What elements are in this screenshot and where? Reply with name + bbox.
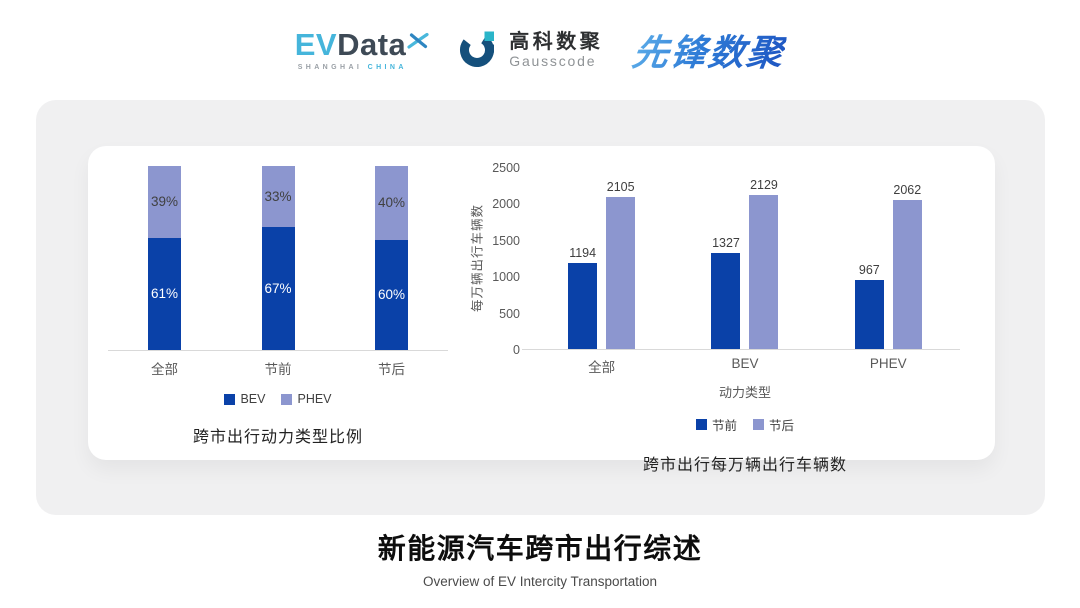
bar-with-label: 1327 <box>711 236 741 350</box>
bar-with-label: 1194 <box>568 246 598 350</box>
stacked-chart-plot: 39% 61% 33% 67% 40% 60% <box>108 166 448 351</box>
legend-label: 节后 <box>769 419 795 433</box>
grouped-chart-title: 跨市出行每万辆出行车辆数 <box>642 457 847 474</box>
gausscode-g-icon <box>459 28 499 73</box>
report-title: 新能源汽车跨市出行综述 <box>377 533 703 564</box>
pioneer-logo: 先锋数聚 <box>630 24 789 76</box>
bar-value-label: 967 <box>858 262 880 277</box>
bar-group-全部: 1194 2105 <box>568 179 636 350</box>
stacked-bar-节前: 33% 67% <box>261 166 295 350</box>
grouped-chart-yaxis-ticks: 0 500 1000 1500 2000 2500 <box>484 158 530 357</box>
bar-column-节前: 33% 67% <box>222 166 335 350</box>
gausscode-cn-text: 高科数聚 <box>509 31 604 53</box>
report-footer: 新能源汽车跨市出行综述 Overview of EV Intercity Tra… <box>0 527 1080 589</box>
legend-item-BEV: BEV <box>224 392 265 406</box>
y-tick-label: 1500 <box>492 233 520 248</box>
grouped-chart-xaxis-title: 动力类型 <box>718 385 771 400</box>
dashboard-panel: 39% 61% 33% 67% 40% 60% 全部 节前 节后 BEV PHEV 跨市出行动力… <box>36 100 1045 515</box>
segment-value-label: 61% <box>150 286 179 302</box>
bar-节后-PHEV <box>892 199 922 350</box>
evdata-wordmark: EV Data <box>295 29 430 60</box>
bar-节后-全部 <box>606 196 636 350</box>
legend-item-PHEV: PHEV <box>281 392 332 406</box>
legend-item-节前: 节前 <box>695 415 737 434</box>
x-category-label: 节前 <box>264 362 292 377</box>
bar-节前-BEV <box>711 253 741 350</box>
evdata-tagline-shanghai: SHANGHAI <box>297 64 363 71</box>
legend-label: PHEV <box>297 392 332 406</box>
segment-value-label: 60% <box>377 287 406 303</box>
bar-with-label: 2062 <box>892 182 922 350</box>
legend-swatch-icon <box>753 419 764 430</box>
x-category-label: PHEV <box>869 356 907 371</box>
bar-column-全部: 39% 61% <box>108 166 221 350</box>
logo-bar: EV Data SHANGHAI CHINA 高科数聚 Gausscode <box>0 0 1080 100</box>
bar-value-label: 2105 <box>606 179 635 194</box>
grouped-chart-yaxis-title-area: 每万辆出行车辆数 <box>468 158 485 350</box>
legend-swatch-icon <box>695 419 707 430</box>
bar-with-label: 2105 <box>606 179 636 350</box>
gausscode-wordmark: 高科数聚 Gausscode <box>509 31 603 69</box>
x-category-label: 全部 <box>588 360 616 375</box>
gausscode-en-text: Gausscode <box>509 53 597 69</box>
bar-节前-全部 <box>568 263 598 350</box>
grouped-chart: 每万辆出行车辆数 0 500 1000 1500 2000 2500 1194 2105 13… <box>468 158 980 475</box>
evdata-ev-text: EV <box>294 27 338 62</box>
evdata-data-text: Data <box>337 27 407 62</box>
bar-value-label: 2062 <box>893 182 922 197</box>
bar-with-label: 967 <box>854 262 884 350</box>
evdata-logo: EV Data SHANGHAI CHINA <box>295 29 430 71</box>
bar-segment-bev: 60% <box>375 239 408 350</box>
evdata-x-icon <box>407 23 429 54</box>
bar-with-label: 2129 <box>749 178 779 350</box>
x-category-label: 节后 <box>378 362 405 377</box>
bar-group-PHEV: 967 2062 <box>854 182 922 350</box>
y-tick-label: 2500 <box>492 161 520 175</box>
x-category-label: BEV <box>731 356 759 371</box>
y-tick-label: 2000 <box>492 197 520 212</box>
gausscode-logo: 高科数聚 Gausscode <box>459 28 603 73</box>
legend-item-节后: 节后 <box>753 415 794 434</box>
grouped-chart-yaxis-title: 每万辆出行车辆数 <box>470 203 485 312</box>
segment-value-label: 67% <box>264 280 292 296</box>
segment-value-label: 39% <box>150 194 179 210</box>
x-category-label: 全部 <box>151 362 178 377</box>
bar-value-label: 2129 <box>750 178 778 193</box>
bar-value-label: 1327 <box>712 236 740 251</box>
bar-segment-phev: 33% <box>261 166 295 227</box>
legend-swatch-icon <box>224 393 236 405</box>
stacked-chart-legend: BEV PHEV <box>108 392 448 406</box>
report-subtitle: Overview of EV Intercity Transportation <box>422 574 658 589</box>
stacked-chart: 39% 61% 33% 67% 40% 60% 全部 节前 节后 BEV PHEV 跨市出行动力… <box>108 158 448 447</box>
stacked-chart-categories: 全部 节前 节后 <box>108 358 448 378</box>
bar-column-节后: 40% 60% <box>335 166 448 350</box>
bar-节前-PHEV <box>854 279 884 350</box>
legend-label: BEV <box>240 392 266 406</box>
y-tick-label: 0 <box>513 343 520 357</box>
legend-swatch-icon <box>281 393 293 405</box>
segment-value-label: 40% <box>377 195 406 211</box>
bar-segment-phev: 40% <box>375 166 408 240</box>
grouped-chart-plot: 1194 2105 1327 2129 967 2062 <box>522 168 960 350</box>
bar-节后-BEV <box>749 195 779 350</box>
stacked-chart-title: 跨市出行动力类型比例 <box>192 429 363 446</box>
stacked-bar-全部: 39% 61% <box>148 166 181 350</box>
y-tick-label: 1000 <box>492 270 520 285</box>
bar-segment-phev: 39% <box>148 166 181 238</box>
stacked-bar-节后: 40% 60% <box>375 166 408 350</box>
bar-segment-bev: 67% <box>261 226 295 350</box>
bar-value-label: 1194 <box>569 246 597 261</box>
legend-label: 节前 <box>711 419 737 433</box>
segment-value-label: 33% <box>264 188 292 204</box>
grouped-chart-legend: 节前 节后 <box>530 415 960 434</box>
evdata-tagline: SHANGHAI CHINA <box>298 64 430 71</box>
bar-group-BEV: 1327 2129 <box>711 178 779 350</box>
evdata-tagline-china: CHINA <box>367 64 407 71</box>
grouped-chart-categories: 全部 BEV PHEV <box>530 356 960 376</box>
charts-card: 39% 61% 33% 67% 40% 60% 全部 节前 节后 BEV PHEV 跨市出行动力… <box>88 146 995 474</box>
y-tick-label: 500 <box>499 306 520 321</box>
bar-segment-bev: 61% <box>148 237 181 350</box>
